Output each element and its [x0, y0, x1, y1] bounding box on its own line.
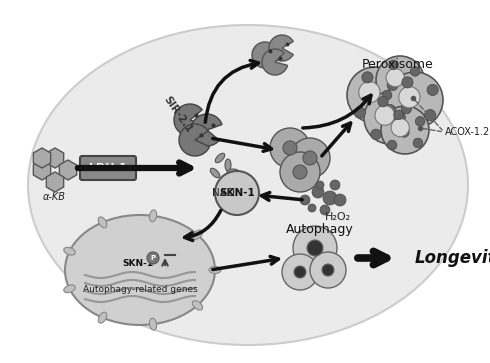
- Text: α-KB: α-KB: [43, 192, 66, 202]
- Text: H₂O₂: H₂O₂: [325, 212, 351, 222]
- Ellipse shape: [64, 247, 75, 255]
- Ellipse shape: [98, 312, 107, 323]
- Circle shape: [387, 140, 397, 150]
- Text: ACOX-1.2: ACOX-1.2: [445, 127, 490, 137]
- Circle shape: [410, 66, 420, 76]
- Circle shape: [312, 186, 324, 198]
- Circle shape: [385, 105, 396, 116]
- Text: Longevity: Longevity: [415, 249, 490, 267]
- Wedge shape: [262, 49, 288, 75]
- Ellipse shape: [28, 25, 468, 345]
- Circle shape: [303, 151, 317, 165]
- Polygon shape: [59, 160, 76, 180]
- Polygon shape: [47, 148, 64, 168]
- Ellipse shape: [98, 217, 107, 228]
- Ellipse shape: [209, 266, 221, 273]
- Circle shape: [270, 128, 310, 168]
- Circle shape: [293, 226, 337, 270]
- Ellipse shape: [65, 215, 215, 325]
- Circle shape: [308, 204, 316, 212]
- Ellipse shape: [215, 153, 225, 163]
- Wedge shape: [252, 42, 278, 68]
- Text: Autophagy-related genes: Autophagy-related genes: [83, 286, 197, 294]
- Circle shape: [394, 110, 403, 120]
- Circle shape: [394, 112, 406, 123]
- Circle shape: [381, 106, 429, 154]
- Circle shape: [320, 205, 330, 215]
- Circle shape: [382, 90, 392, 100]
- Text: LDH-1: LDH-1: [89, 163, 127, 173]
- Circle shape: [294, 266, 306, 278]
- Circle shape: [375, 106, 394, 125]
- Circle shape: [293, 165, 307, 179]
- Circle shape: [424, 110, 436, 121]
- Circle shape: [300, 195, 310, 205]
- Wedge shape: [191, 114, 222, 146]
- Ellipse shape: [193, 230, 202, 239]
- Polygon shape: [33, 160, 50, 180]
- Circle shape: [376, 56, 424, 104]
- Circle shape: [347, 67, 403, 123]
- Text: P: P: [150, 255, 155, 261]
- Text: Autophagy: Autophagy: [286, 224, 354, 237]
- Ellipse shape: [225, 159, 231, 171]
- Circle shape: [362, 72, 373, 83]
- Ellipse shape: [228, 167, 238, 177]
- Ellipse shape: [209, 170, 221, 176]
- Circle shape: [416, 117, 425, 126]
- Circle shape: [290, 138, 330, 178]
- Circle shape: [334, 194, 346, 206]
- Circle shape: [386, 69, 404, 87]
- Wedge shape: [174, 104, 205, 136]
- Text: SKN-1: SKN-1: [122, 258, 153, 268]
- Circle shape: [399, 127, 409, 137]
- Circle shape: [387, 79, 398, 90]
- Circle shape: [282, 254, 318, 290]
- Text: Peroxisome: Peroxisome: [362, 58, 434, 72]
- Circle shape: [310, 252, 346, 288]
- Circle shape: [283, 141, 297, 155]
- Circle shape: [147, 252, 159, 264]
- Ellipse shape: [149, 318, 157, 330]
- Text: SKN-1: SKN-1: [219, 188, 255, 198]
- Circle shape: [280, 152, 320, 192]
- Circle shape: [427, 84, 438, 95]
- Circle shape: [307, 240, 323, 256]
- Polygon shape: [33, 148, 50, 168]
- Circle shape: [364, 92, 416, 144]
- Circle shape: [316, 181, 324, 189]
- Circle shape: [402, 77, 413, 88]
- Ellipse shape: [223, 174, 229, 186]
- Ellipse shape: [64, 285, 75, 293]
- Wedge shape: [179, 124, 210, 156]
- Circle shape: [389, 60, 398, 70]
- Circle shape: [330, 180, 340, 190]
- Circle shape: [215, 171, 259, 215]
- FancyBboxPatch shape: [80, 156, 136, 180]
- Circle shape: [378, 97, 388, 107]
- Circle shape: [323, 191, 337, 205]
- Circle shape: [408, 88, 418, 98]
- Circle shape: [391, 118, 409, 137]
- Polygon shape: [47, 172, 64, 192]
- Text: SIR-2.1: SIR-2.1: [162, 95, 194, 135]
- Circle shape: [387, 72, 443, 128]
- Circle shape: [359, 82, 380, 103]
- Wedge shape: [269, 35, 293, 61]
- Circle shape: [354, 107, 366, 118]
- Circle shape: [399, 86, 420, 108]
- Ellipse shape: [149, 210, 157, 222]
- Circle shape: [401, 103, 412, 114]
- Text: NAD⁺: NAD⁺: [212, 188, 240, 198]
- Circle shape: [413, 138, 423, 148]
- Ellipse shape: [193, 301, 202, 310]
- Circle shape: [322, 264, 334, 276]
- Circle shape: [371, 129, 381, 140]
